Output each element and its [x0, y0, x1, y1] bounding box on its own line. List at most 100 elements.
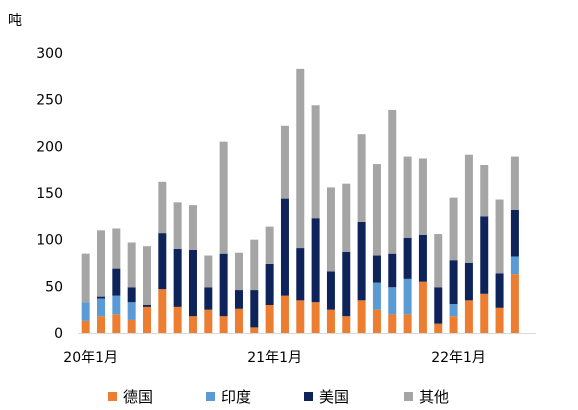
bar-segment-series-2 [357, 221, 366, 301]
y-tick-label: 150 [36, 186, 63, 202]
y-tick-label: 200 [36, 139, 63, 155]
bar-segment-series-3 [418, 158, 427, 235]
bar-segment-series-2 [418, 235, 427, 282]
bar-segment-series-2 [403, 237, 412, 279]
bar-segment-series-2 [280, 198, 289, 296]
bar-segment-series-3 [81, 253, 90, 303]
bar-segment-series-3 [158, 181, 167, 234]
bar-segment-series-3 [326, 187, 335, 272]
legend-label: 印度 [221, 388, 252, 406]
bar-segment-series-0 [418, 281, 427, 333]
y-tick-label: 0 [54, 326, 63, 342]
bar-segment-series-2 [265, 263, 274, 305]
bars [81, 68, 519, 333]
bar-segment-series-0 [173, 306, 182, 333]
bar-segment-series-3 [342, 183, 351, 252]
bar-segment-series-3 [234, 252, 243, 291]
bar-segment-series-0 [326, 309, 335, 333]
legend-item-usa: 美国 [304, 386, 349, 407]
bar-segment-series-2 [495, 273, 504, 308]
bar-segment-series-0 [449, 316, 458, 333]
bar-segment-series-1 [388, 287, 397, 315]
bar-segment-series-3 [142, 246, 151, 305]
bar-segment-series-2 [142, 305, 151, 307]
legend-swatch [108, 392, 117, 401]
bar-segment-series-2 [250, 290, 259, 328]
bar-segment-series-3 [127, 242, 136, 288]
y-tick-label: 50 [45, 279, 63, 295]
bar-segment-series-2 [97, 296, 105, 299]
bar-segment-series-0 [480, 293, 489, 333]
y-tick-label: 250 [36, 93, 63, 109]
bar-segment-series-0 [158, 289, 167, 333]
bar-segment-series-0 [188, 316, 197, 333]
bar-segment-series-3 [311, 105, 320, 219]
legend-swatch [304, 392, 313, 401]
legend-label: 美国 [319, 388, 350, 406]
bar-segment-series-1 [403, 278, 412, 315]
bar-segment-series-3 [265, 226, 274, 264]
x-tick-label: 22年1月 [431, 350, 486, 366]
bar-segment-series-2 [464, 263, 473, 301]
bar-segment-series-1 [112, 295, 121, 315]
bar-segment-series-3 [449, 197, 458, 261]
bar-segment-series-2 [372, 255, 381, 283]
bar-segment-series-3 [464, 154, 473, 263]
bar-segment-series-2 [173, 249, 182, 307]
unit-label: 吨 [8, 13, 22, 29]
bar-segment-series-0 [204, 309, 213, 333]
legend-item-india: 印度 [206, 386, 251, 407]
bar-segment-series-0 [372, 309, 381, 333]
bar-segment-series-3 [250, 239, 259, 291]
bar-segment-series-3 [510, 156, 519, 210]
bar-segment-series-2 [296, 248, 305, 301]
bar-segment-series-0 [280, 295, 289, 333]
bar-segment-series-2 [326, 271, 335, 310]
bar-segment-series-0 [495, 307, 504, 333]
bar-segment-series-2 [510, 209, 519, 257]
bar-segment-series-0 [142, 306, 151, 333]
bar-segment-series-0 [219, 316, 228, 333]
bar-segment-series-0 [464, 300, 473, 333]
y-tick-label: 300 [36, 46, 63, 62]
bar-segment-series-2 [342, 251, 351, 317]
bar-segment-series-1 [510, 256, 519, 275]
bar-segment-series-0 [434, 323, 443, 333]
bar-segment-series-0 [250, 327, 259, 333]
bar-segment-series-3 [495, 199, 504, 274]
bar-segment-series-3 [280, 125, 289, 199]
x-axis: 20年1月 21年1月 22年1月 [63, 350, 486, 366]
bar-segment-series-1 [372, 282, 381, 310]
bar-segment-series-0 [265, 305, 274, 333]
legend-item-germany: 德国 [108, 386, 153, 407]
bar-segment-series-3 [480, 165, 489, 217]
bar-segment-series-3 [388, 109, 397, 254]
bar-segment-series-0 [127, 319, 136, 333]
bar-segment-series-0 [388, 314, 397, 333]
bar-segment-series-3 [372, 164, 381, 256]
bar-segment-series-3 [173, 202, 182, 249]
bar-segment-series-3 [296, 68, 305, 249]
bar-segment-series-2 [188, 249, 197, 317]
x-tick-label: 20年1月 [63, 350, 118, 366]
legend-item-other: 其他 [404, 386, 449, 407]
bar-segment-series-0 [403, 314, 412, 333]
bar-segment-series-2 [234, 290, 243, 309]
stacked-bar-chart: 0 50 100 150 200 250 300 20年1月 21年1月 22年1月 [36, 46, 536, 366]
bar-segment-series-3 [403, 156, 412, 238]
bar-segment-series-0 [112, 314, 121, 333]
bar-segment-series-2 [434, 287, 443, 324]
bar-segment-series-0 [510, 274, 519, 333]
bar-segment-series-1 [97, 298, 105, 317]
bar-segment-series-1 [127, 302, 136, 320]
bar-segment-series-2 [219, 253, 228, 317]
bar-segment-series-1 [81, 302, 90, 321]
bar-segment-series-0 [234, 308, 243, 333]
bar-segment-series-2 [311, 218, 320, 303]
bar-segment-series-0 [342, 316, 351, 333]
legend-label: 德国 [123, 388, 154, 406]
bar-segment-series-3 [112, 228, 121, 269]
y-tick-label: 100 [36, 233, 63, 249]
bar-segment-series-3 [357, 134, 366, 222]
bar-segment-series-0 [81, 320, 90, 333]
